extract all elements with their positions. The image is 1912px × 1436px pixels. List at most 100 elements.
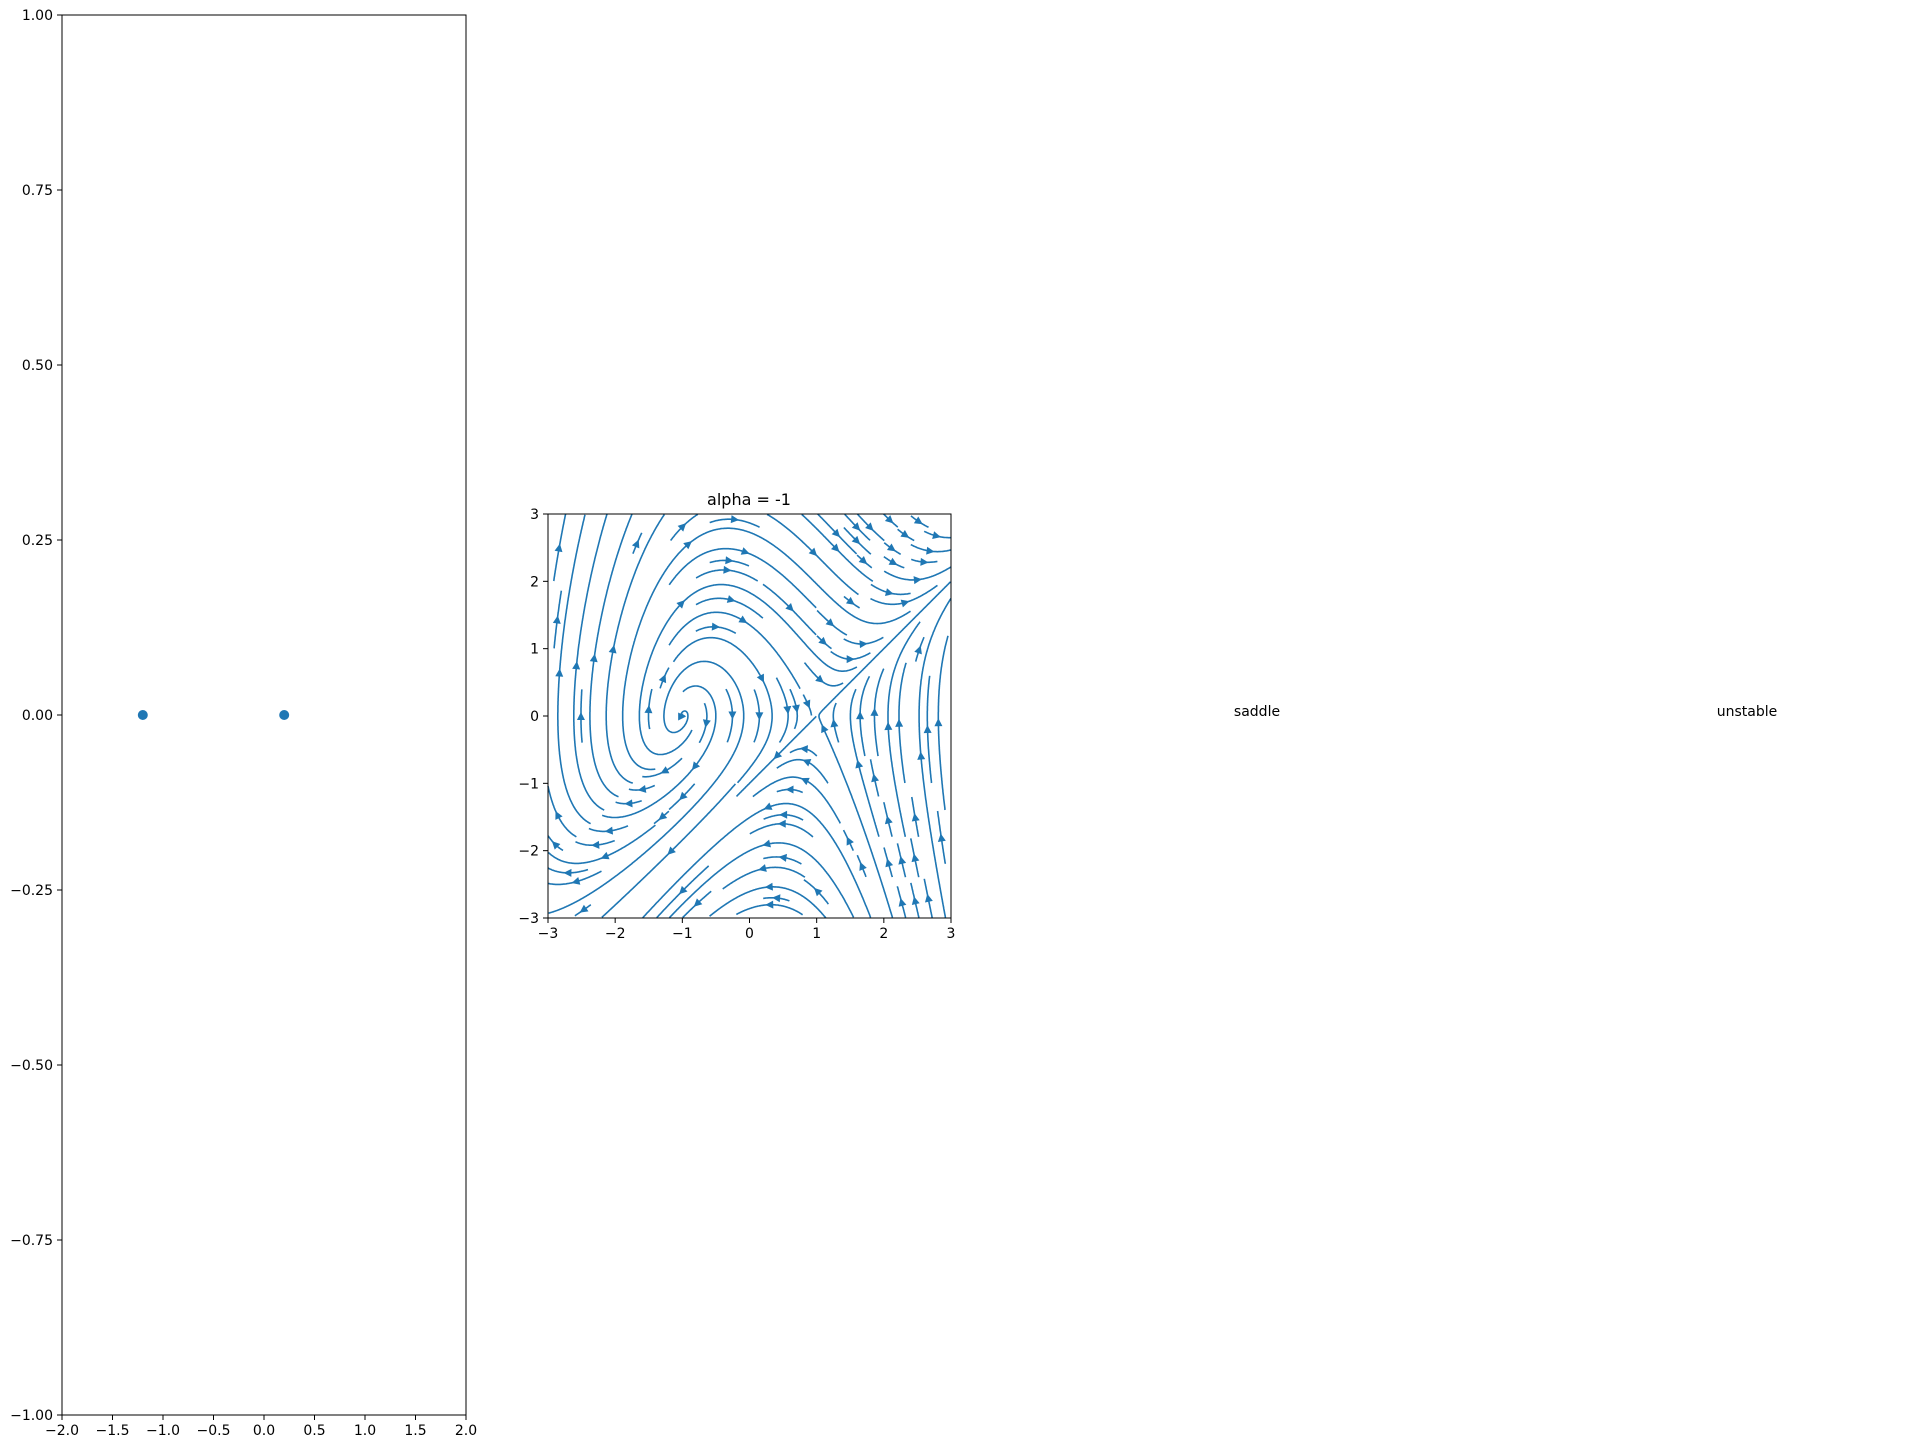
streamline-arrow [738,615,748,624]
streamline-arrow [723,565,732,574]
streamline [642,802,872,919]
streamline-arrow [900,599,910,608]
streamline [601,685,717,819]
streamline-arrow [783,705,792,715]
streamline-arrow [600,851,610,860]
scatter-y-tick-label: 0.50 [22,358,53,374]
stream-y-ticks: −3 −2 −1 0 1 2 3 [518,507,548,927]
scatter-x-tick-label: −2.0 [45,1423,79,1436]
streamline-arrow [678,712,687,721]
streamline-arrow [808,547,818,557]
streamline-arrow [608,644,617,654]
scatter-x-tick-label: 2.0 [455,1423,477,1436]
streamline-arrow [858,556,868,565]
streamline-arrow [884,721,893,731]
streamline-arrow [756,673,764,683]
streamline-arrow [711,622,721,631]
streamline-arrow [728,711,737,720]
streamline-arrow [851,522,861,531]
streamline-arrow [763,802,773,810]
streamline-arrow [683,541,692,550]
streamline-arrow [802,759,812,767]
streamline-arrow [702,719,711,728]
streamline-arrow [604,826,614,835]
streamline-arrow [740,547,750,555]
streamline-arrow [913,516,923,525]
streamline-arrow [924,893,933,903]
stream-x-tick-label: −3 [538,926,559,942]
streamline-arrow [551,841,561,850]
streamline-arrow [831,543,840,553]
streamline-arrow [932,531,941,540]
streamline-arrow [859,640,868,649]
streamline-arrow [762,839,771,848]
streamline-arrow [815,674,824,683]
stream-y-tick-label: 1 [530,642,539,658]
scatter-points [137,710,290,720]
scatter-y-tick-label: 0.00 [22,708,53,724]
streamline-arrow [917,751,926,760]
scatter-y-tick-label: −0.25 [10,883,53,899]
streamline-arrow [830,718,839,728]
streamline-arrow [871,773,880,783]
streamline-arrow [814,887,823,897]
stream-x-tick-label: 1 [812,926,821,942]
streamline [547,786,577,838]
streamline-arrow [637,784,647,793]
streamline-arrow [846,836,854,846]
streamline-arrow [624,799,633,808]
streamline-arrow [825,618,835,627]
streamline-arrow [884,815,893,825]
streamline-arrow [885,858,894,868]
streamline-arrow [800,777,810,786]
scatter-panel: −2.0 −1.5 −1.0 −0.5 0.0 0.5 1.0 1.5 2.0 −1.00 −0.… [10,8,477,1436]
streamline-arrow [885,588,894,596]
streamline-arrow [676,600,685,609]
streamline-arrow [589,653,598,663]
stream-y-tick-label: −1 [518,776,539,792]
streamline-arrow [591,840,600,849]
streamline-arrow [920,557,929,566]
streamline-arrow [644,705,653,714]
streamline-arrow [660,766,670,774]
streamline-arrow [913,576,922,585]
stream-x-tick-label: −2 [605,926,626,942]
streamline-arrow [855,759,864,769]
streamline [887,621,921,837]
streamline-arrow [779,810,788,819]
streamline-arrow [859,861,867,871]
streamline-arrow [888,557,898,566]
saddle-label: saddle [1234,704,1280,720]
streamline [642,757,683,778]
streamline [557,514,591,825]
streamline-arrow [765,900,774,909]
unstable-label: unstable [1717,704,1778,720]
streamline-arrow [730,515,740,524]
streamline-arrow [679,791,688,801]
stream-title: alpha = -1 [707,490,791,509]
streamline-arrow [886,543,896,552]
streamline [573,513,608,811]
streamline-arrow [785,785,794,794]
streamline-arrow [658,811,668,821]
streamline-arrow [791,704,800,714]
streamline-arrow [563,868,572,877]
streamline-arrow [691,761,701,771]
streamline-arrow [937,833,946,842]
streamline-arrow [772,894,781,903]
stream-x-tick-label: −1 [672,926,693,942]
streamline-arrow [923,725,932,734]
streamline-arrow [631,539,640,549]
streamline-arrow [555,668,564,677]
streamline-arrow [764,882,773,891]
stream-lines [547,513,952,919]
streamline-arrow [725,556,734,565]
streamline-arrow [870,707,879,716]
stream-y-tick-label: 2 [530,574,539,590]
stream-x-tick-label: 0 [745,926,754,942]
stream-x-tick-label: 3 [947,926,956,942]
streamline-arrow [799,745,808,754]
streamline-arrow [555,810,563,820]
streamline-arrow [677,523,687,532]
